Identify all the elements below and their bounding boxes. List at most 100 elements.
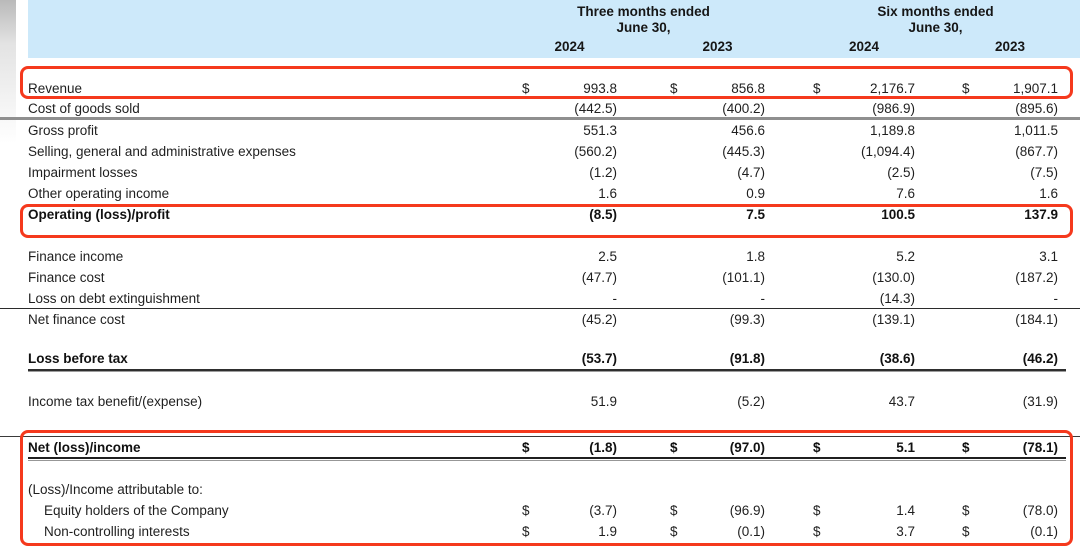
cell-value: (5.2) xyxy=(737,394,765,409)
window-edge-shade xyxy=(0,0,16,551)
table-row: Equity holders of the Company $ (3.7) $ (96.… xyxy=(0,500,1080,521)
row-label: Loss before tax xyxy=(28,351,128,366)
row-label: Equity holders of the Company xyxy=(44,503,229,518)
value-cell: 7.5 xyxy=(670,207,765,222)
six-months-subtitle: June 30, xyxy=(908,20,963,35)
dollar-sign: $ xyxy=(962,439,970,455)
table-row: Revenue $993.8 $856.8 $2,176.7 $1,907.1 xyxy=(0,78,1080,99)
value-cell: 0.9 xyxy=(670,186,765,201)
value-cell: (99.3) xyxy=(670,312,765,327)
table-row: Net finance cost (45.2) (99.3) (139.1) (184.… xyxy=(0,309,1080,330)
cell-value: 1.8 xyxy=(746,249,765,264)
value-cell: (1,094.4) xyxy=(813,144,915,159)
value-cell: (442.5) xyxy=(522,101,617,116)
cell-value: (400.2) xyxy=(722,100,765,116)
year-column-header: 2024 xyxy=(848,38,880,54)
row-label: Net (loss)/income xyxy=(28,439,141,455)
three-months-title: Three months ended xyxy=(577,4,710,19)
value-cell: $5.1 xyxy=(813,440,915,455)
value-cell: 7.6 xyxy=(813,186,915,201)
value-cell: (31.9) xyxy=(962,394,1058,409)
value-cell: (400.2) xyxy=(670,101,765,116)
cell-value: (31.9) xyxy=(1022,394,1058,409)
year-column-header: 2023 xyxy=(702,38,733,54)
cell-value: (8.5) xyxy=(589,207,617,222)
cell-value: 3.1 xyxy=(1039,249,1058,264)
cell-value: 993.8 xyxy=(583,81,617,96)
value-cell: $1.4 xyxy=(813,503,915,518)
cell-value: (0.1) xyxy=(1030,524,1058,539)
table-row: (Loss)/Income attributable to: xyxy=(0,479,1080,500)
cell-value: (78.1) xyxy=(1022,439,1058,455)
value-cell: $3.7 xyxy=(813,524,915,539)
dollar-sign: $ xyxy=(522,81,530,96)
value-cell: - xyxy=(522,291,618,306)
value-cell: (53.7) xyxy=(522,351,617,366)
cell-value: (184.1) xyxy=(1015,312,1058,327)
dollar-sign: $ xyxy=(522,439,530,455)
cell-value: 0.9 xyxy=(746,186,765,201)
cell-value: (7.5) xyxy=(1030,165,1058,180)
cell-value: (46.2) xyxy=(1022,351,1058,366)
row-label: (Loss)/Income attributable to: xyxy=(28,482,203,497)
cell-value: 100.5 xyxy=(881,207,915,222)
cell-value: 2.5 xyxy=(598,249,617,264)
table-row: Selling, general and administrative expe… xyxy=(0,141,1080,162)
value-cell: - xyxy=(670,291,766,306)
cell-value: (2.5) xyxy=(887,165,915,180)
table-row: Net (loss)/income $ (1.8) $ (97.0) $5.1 $ (78.1… xyxy=(0,436,1080,461)
value-cell: (7.5) xyxy=(962,165,1058,180)
cell-value: (442.5) xyxy=(574,100,617,116)
value-cell: (5.2) xyxy=(670,394,765,409)
table-row: Non-controlling interests $1.9 $ (0.1) $3.7 $… xyxy=(0,521,1080,542)
value-cell: 1,189.8 xyxy=(813,123,915,138)
cell-value: 137.9 xyxy=(1024,207,1058,222)
value-cell: (139.1) xyxy=(813,312,915,327)
value-cell: $ (3.7) xyxy=(522,503,617,518)
table-row: Loss before tax (53.7) (91.8) (38.6) (46.2) xyxy=(0,348,1080,372)
row-label: Non-controlling interests xyxy=(44,524,190,539)
cell-value: (4.7) xyxy=(737,165,765,180)
value-cell: $ (78.0) xyxy=(962,503,1058,518)
cell-value: (78.0) xyxy=(1022,503,1058,518)
row-label: Operating (loss)/profit xyxy=(28,207,170,222)
value-cell: $1,907.1 xyxy=(962,81,1058,96)
value-cell: $ (78.1) xyxy=(962,440,1058,455)
cell-value: 1.6 xyxy=(1039,186,1058,201)
dollar-sign: $ xyxy=(522,524,530,539)
cell-value: (1.8) xyxy=(589,439,617,455)
value-cell: (46.2) xyxy=(962,351,1058,366)
cell-value: (560.2) xyxy=(574,144,617,159)
cell-value: 1,907.1 xyxy=(1012,81,1058,96)
value-cell: (101.1) xyxy=(670,270,765,285)
value-cell: - xyxy=(962,290,1059,306)
value-cell: $ (97.0) xyxy=(670,440,765,455)
dollar-sign: $ xyxy=(962,524,970,539)
value-cell: (4.7) xyxy=(670,165,765,180)
cell-value: - xyxy=(1053,290,1059,306)
six-months-title: Six months ended xyxy=(877,4,994,19)
dollar-sign: $ xyxy=(670,81,678,96)
cell-value: (139.1) xyxy=(872,312,915,327)
cell-value: 2,176.7 xyxy=(869,81,915,96)
row-label: Selling, general and administrative expe… xyxy=(28,144,296,159)
table-row: Loss on debt extinguishment - - (14.3) - xyxy=(0,288,1080,309)
value-cell: (184.1) xyxy=(962,312,1058,327)
value-cell: $ (1.8) xyxy=(522,440,617,455)
cell-value: 1.9 xyxy=(598,524,617,539)
value-cell: 100.5 xyxy=(813,207,915,222)
value-cell: 5.2 xyxy=(813,249,915,264)
cell-value: (986.9) xyxy=(872,100,915,116)
value-cell: 551.3 xyxy=(522,123,617,138)
cell-value: (14.3) xyxy=(879,290,915,306)
dollar-sign: $ xyxy=(813,439,821,455)
cell-value: 856.8 xyxy=(731,81,765,96)
cell-value: (47.7) xyxy=(581,270,617,285)
cell-value: 5.2 xyxy=(896,249,915,264)
row-label: Finance cost xyxy=(28,270,105,285)
year-column-header: 2024 xyxy=(554,38,585,54)
table-row: Income tax benefit/(expense) 51.9 (5.2) 43.… xyxy=(0,391,1080,412)
value-cell: (45.2) xyxy=(522,312,617,327)
value-cell: (187.2) xyxy=(962,270,1058,285)
value-cell: 1.6 xyxy=(522,186,617,201)
